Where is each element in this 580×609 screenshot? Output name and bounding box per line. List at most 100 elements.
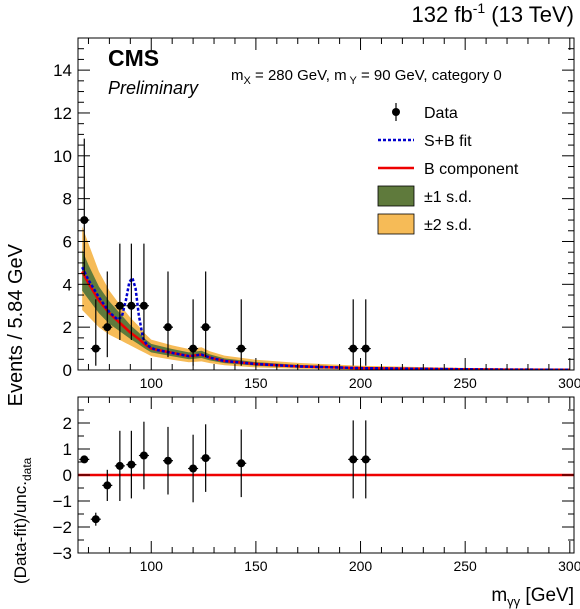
legend-marker — [392, 108, 400, 116]
data-point — [138, 243, 149, 341]
data-point — [188, 299, 199, 366]
data-points — [79, 138, 371, 366]
y-tick-label: 14 — [53, 61, 72, 80]
legend-label: B component — [424, 161, 519, 178]
data-point — [126, 243, 137, 341]
main-axes: 100 150 200 250 300 0 2 4 6 8 10 12 14 — [53, 37, 580, 391]
data-point — [200, 271, 211, 358]
data-point-marker — [91, 344, 100, 353]
x-axis-title: mγγ [GeV] — [491, 585, 574, 609]
ratio-axes: 100 150 200 250 300 −3 −2 −1 0 1 2 — [53, 396, 580, 574]
y-tick-label: 10 — [53, 147, 72, 166]
ratio-point-marker — [139, 451, 148, 460]
x-tick-label: 150 — [244, 558, 268, 574]
band-1sd — [82, 250, 570, 370]
y-tick-label: 0 — [63, 361, 72, 380]
experiment-label: CMS — [108, 45, 159, 71]
ratio-point-marker — [91, 515, 100, 524]
status-label: Preliminary — [108, 78, 199, 98]
x-tick-label: 300 — [558, 558, 580, 574]
ratio-y-axis-title: (Data-fit)/unc.data — [11, 457, 34, 584]
legend-label: ±2 s.d. — [424, 217, 472, 234]
data-point-marker — [115, 301, 124, 310]
x-tick-label: 150 — [244, 375, 268, 391]
y-tick-label: 8 — [63, 190, 72, 209]
x-tick-label: 250 — [453, 558, 477, 574]
main-plot-panel: 100 150 200 250 300 0 2 4 6 8 10 12 14 — [53, 37, 580, 391]
ratio-point — [162, 426, 173, 495]
data-point — [236, 299, 247, 366]
legend-label: Data — [424, 105, 458, 122]
ratio-point — [188, 434, 199, 503]
ratio-point-marker — [163, 456, 172, 465]
ratio-point-marker — [115, 461, 124, 470]
y-tick-label: 4 — [63, 275, 72, 294]
ratio-points — [79, 420, 371, 526]
legend-label: ±1 s.d. — [424, 189, 472, 206]
x-tick-label: 250 — [453, 375, 477, 391]
ratio-point — [79, 455, 90, 464]
data-point — [102, 271, 113, 358]
ratio-point-marker — [80, 455, 89, 464]
ratio-point — [200, 424, 211, 492]
data-point-marker — [237, 344, 246, 353]
x-tick-label: 200 — [349, 375, 373, 391]
axes-frame — [77, 37, 575, 371]
ratio-point — [138, 421, 149, 490]
ratio-point — [126, 430, 137, 499]
x-tick-label: 200 — [349, 558, 373, 574]
ratio-point — [90, 512, 101, 526]
data-point-marker — [127, 301, 136, 310]
x-tick-label: 300 — [558, 375, 580, 391]
legend: Data S+B fit B component ±1 s.d. ±2 s.d. — [377, 103, 519, 235]
legend-entry: B component — [378, 161, 519, 178]
ratio-point-marker — [349, 455, 358, 464]
x-tick-label: 100 — [140, 375, 164, 391]
data-point-marker — [139, 301, 148, 310]
ratio-point — [360, 420, 371, 499]
legend-entry: Data — [392, 103, 458, 122]
legend-label: S+B fit — [424, 133, 472, 150]
data-point-marker — [163, 323, 172, 332]
legend-swatch — [377, 185, 415, 207]
ratio-plot-panel: 100 150 200 250 300 −3 −2 −1 0 1 2 — [53, 396, 580, 574]
ratio-point — [102, 469, 113, 501]
legend-swatch — [377, 213, 415, 235]
data-point-marker — [201, 323, 210, 332]
data-point — [79, 138, 90, 276]
y-tick-label: 1 — [63, 440, 72, 459]
y-tick-label: −3 — [53, 544, 72, 563]
ratio-point — [348, 420, 359, 499]
data-point — [90, 299, 101, 366]
y-tick-label: 2 — [63, 318, 72, 337]
ratio-point-marker — [103, 481, 112, 490]
data-point — [360, 299, 371, 366]
y-tick-label: 2 — [63, 414, 72, 433]
signal-hypothesis-label: mX = 280 GeV, m Y = 90 GeV, category 0 — [231, 67, 502, 87]
ratio-point-marker — [201, 454, 210, 463]
data-point-marker — [189, 344, 198, 353]
y-tick-label: 6 — [63, 232, 72, 251]
data-point-marker — [361, 344, 370, 353]
legend-entry: S+B fit — [378, 133, 472, 150]
data-point — [114, 243, 125, 341]
ratio-point — [236, 429, 247, 498]
data-point — [348, 299, 359, 366]
legend-entry: ±2 s.d. — [377, 213, 472, 235]
ratio-point-marker — [127, 460, 136, 469]
data-point-marker — [80, 216, 89, 225]
ratio-point — [114, 430, 125, 501]
y-tick-label: −1 — [53, 492, 72, 511]
legend-entry: ±1 s.d. — [377, 185, 472, 207]
ratio-point-marker — [361, 455, 370, 464]
y-tick-label: −2 — [53, 518, 72, 537]
x-tick-label: 100 — [140, 558, 164, 574]
lumi-label: 132 fb-1 (13 TeV) — [412, 0, 574, 27]
y-axis-title: Events / 5.84 GeV — [5, 243, 27, 406]
ratio-point-marker — [237, 459, 246, 468]
ratio-point-marker — [189, 464, 198, 473]
y-tick-label: 12 — [53, 104, 72, 123]
data-point-marker — [349, 344, 358, 353]
data-point-marker — [103, 323, 112, 332]
